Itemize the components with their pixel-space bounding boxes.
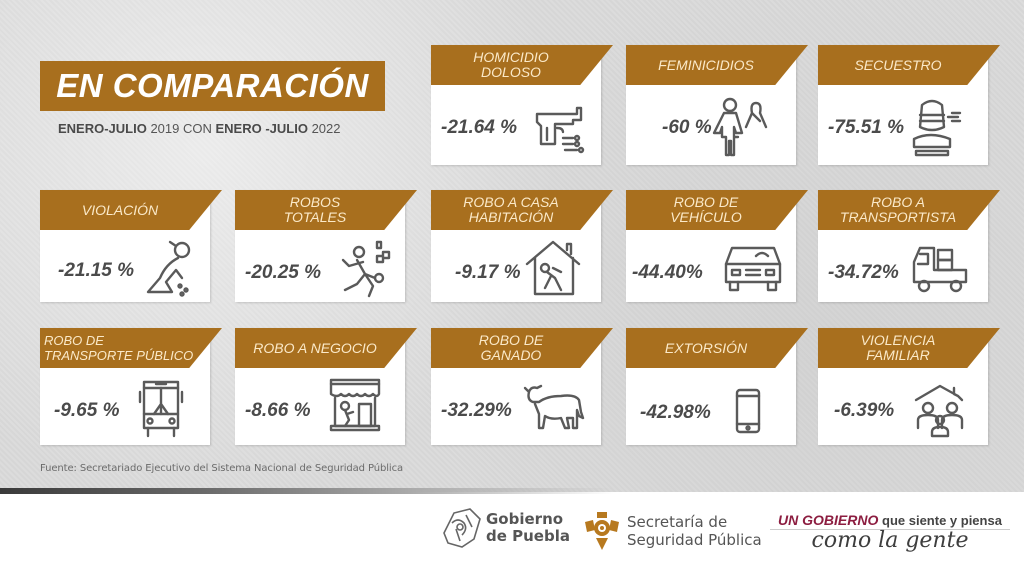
card-feminicidios: FEMINICIDIOS -60 % xyxy=(626,45,808,165)
card-title: FEMINICIDIOS xyxy=(658,56,754,73)
gobierno-puebla-logo: Gobierno de Puebla xyxy=(440,505,570,551)
section-divider xyxy=(0,488,1024,494)
card-header: ROBO DE GANADO xyxy=(431,328,613,368)
store-thief-icon xyxy=(327,376,383,432)
slogan-emphasis: UN GOBIERNO xyxy=(778,512,879,528)
card-value: -8.66 % xyxy=(245,400,311,421)
period-subtitle: ENERO-JULIO 2019 CON ENERO -JULIO 2022 xyxy=(58,121,341,136)
card-title: VIOLENCIA FAMILIAR xyxy=(860,332,936,363)
card-robo-casa-habitacion: ROBO A CASA HABITACIÓN -9.17 % xyxy=(431,190,613,302)
kneeling-victim-icon xyxy=(142,238,198,298)
pistol-icon xyxy=(533,100,593,158)
card-extorsion: EXTORSIÓN -42.98% xyxy=(626,328,808,445)
card-value: -34.72% xyxy=(828,262,899,283)
card-value: -6.39% xyxy=(834,400,895,421)
page-title: EN COMPARACIÓN xyxy=(56,67,369,104)
secretaria-seguridad-logo: Secretaría de Seguridad Pública xyxy=(583,510,762,552)
smartphone-icon xyxy=(734,388,762,434)
card-title: ROBO A NEGOCIO xyxy=(253,339,377,356)
card-title: HOMICIDIO DOLOSO xyxy=(473,49,549,80)
card-title: ROBO DE GANADO xyxy=(478,332,544,363)
card-header: ROBO A NEGOCIO xyxy=(235,328,417,368)
card-value: -20.25 % xyxy=(245,262,322,283)
card-title: EXTORSIÓN xyxy=(664,339,748,356)
card-homicidio-doloso: HOMICIDIO DOLOSO -21.64 % xyxy=(431,45,613,165)
card-header: VIOLENCIA FAMILIAR xyxy=(818,328,1000,368)
card-title: VIOLACIÓN xyxy=(81,201,159,218)
card-violencia-familiar: VIOLENCIA FAMILIAR -6.39% xyxy=(818,328,1000,445)
card-title: SECUESTRO xyxy=(854,56,942,73)
card-title: ROBO DE TRANSPORTE PÚBLICO xyxy=(44,333,194,363)
card-robo-negocio: ROBO A NEGOCIO -8.66 % xyxy=(235,328,417,445)
truck-icon xyxy=(910,242,972,294)
card-header: ROBO A TRANSPORTISTA xyxy=(818,190,1000,230)
card-robo-vehiculo: ROBO DE VEHÍCULO -44.40% xyxy=(626,190,808,302)
ssp-line2: Seguridad Pública xyxy=(627,531,762,549)
woman-ribbon-icon xyxy=(712,97,772,159)
card-header: ROBO DE VEHÍCULO xyxy=(626,190,808,230)
card-value: -9.65 % xyxy=(54,400,120,421)
bus-icon xyxy=(136,378,186,440)
card-header: ROBO A CASA HABITACIÓN xyxy=(431,190,613,230)
car-icon xyxy=(722,242,784,294)
period-2-year: 2022 xyxy=(307,121,341,136)
slogan-rest: que siente y piensa xyxy=(878,513,1002,528)
period-2-label: ENERO -JULIO xyxy=(215,121,308,136)
card-robo-ganado: ROBO DE GANADO -32.29% xyxy=(431,328,613,445)
card-value: -21.15 % xyxy=(58,260,135,281)
puebla-emblem-icon xyxy=(443,508,481,548)
card-value: -32.29% xyxy=(441,400,512,421)
card-header: ROBOS TOTALES xyxy=(235,190,417,230)
gobierno-line1: Gobierno xyxy=(486,510,564,528)
house-burglar-icon xyxy=(523,238,585,298)
card-header: ROBO DE TRANSPORTE PÚBLICO xyxy=(40,328,222,368)
ssp-line1: Secretaría de xyxy=(627,513,728,531)
period-1-year: 2019 CON xyxy=(146,121,216,136)
card-value: -44.40% xyxy=(632,262,703,283)
card-violacion: VIOLACIÓN -21.15 % xyxy=(40,190,222,302)
card-robo-transporte-publico: ROBO DE TRANSPORTE PÚBLICO -9.65 % xyxy=(40,328,222,445)
card-value: -75.51 % xyxy=(828,117,905,138)
gobierno-line2: de Puebla xyxy=(486,527,570,545)
government-slogan: UN GOBIERNO que siente y piensa como la … xyxy=(770,512,1010,553)
card-header: VIOLACIÓN xyxy=(40,190,222,230)
card-title: ROBO A CASA HABITACIÓN xyxy=(463,194,559,225)
card-value: -9.17 % xyxy=(455,262,521,283)
card-value: -42.98% xyxy=(640,402,711,423)
card-title: ROBO DE VEHÍCULO xyxy=(670,194,742,225)
title-banner: EN COMPARACIÓN xyxy=(40,61,385,111)
slogan-line2: como la gente xyxy=(811,528,969,553)
card-value: -21.64 % xyxy=(441,117,518,138)
source-note: Fuente: Secretariado Ejecutivo del Siste… xyxy=(40,463,404,474)
card-title: ROBO A TRANSPORTISTA xyxy=(839,194,957,225)
card-header: EXTORSIÓN xyxy=(626,328,808,368)
kidnapped-person-icon xyxy=(910,99,972,159)
card-value: -60 % xyxy=(662,117,712,138)
period-1-label: ENERO-JULIO xyxy=(58,121,147,136)
ssp-emblem-icon xyxy=(585,512,619,550)
running-thief-icon xyxy=(335,238,397,298)
card-header: HOMICIDIO DOLOSO xyxy=(431,45,613,85)
card-header: SECUESTRO xyxy=(818,45,1000,85)
card-title: ROBOS TOTALES xyxy=(283,194,347,225)
card-secuestro: SECUESTRO -75.51 % xyxy=(818,45,1000,165)
card-robos-totales: ROBOS TOTALES -20.25 % xyxy=(235,190,417,302)
card-robo-transportista: ROBO A TRANSPORTISTA -34.72% xyxy=(818,190,1000,302)
family-house-icon xyxy=(912,382,968,438)
card-header: FEMINICIDIOS xyxy=(626,45,808,85)
cow-icon xyxy=(521,382,587,432)
